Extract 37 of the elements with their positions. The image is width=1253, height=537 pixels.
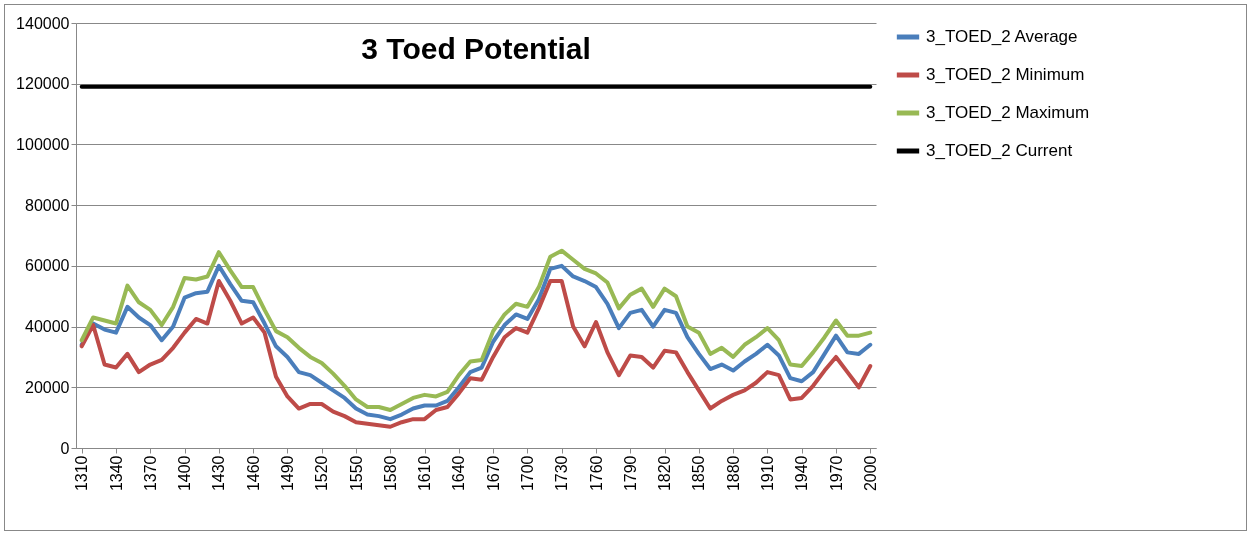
legend-label: 3_TOED_2 Average [926,27,1078,46]
x-tick-label: 2000 [861,455,879,492]
y-tick-label: 20000 [25,378,70,396]
x-tick-label: 1910 [758,455,776,492]
x-tick-label: 1580 [381,455,399,492]
x-tick-label: 1970 [827,455,845,492]
y-tick-label: 0 [60,439,70,457]
x-tick-label: 1850 [690,455,708,492]
x-tick-label: 1520 [313,455,331,492]
x-tick-label: 1400 [176,455,194,492]
x-tick-label: 1370 [141,455,159,492]
y-tick-label: 40000 [25,318,70,336]
y-tick-label: 80000 [25,196,70,214]
x-tick-label: 1820 [656,455,674,492]
chart-title: 3 Toed Potential [361,32,591,65]
x-tick-label: 1340 [107,455,125,492]
y-tick-label: 100000 [16,135,70,153]
x-tick-label: 1880 [724,455,742,492]
y-tick-label: 60000 [25,257,70,275]
x-tick-label: 1490 [278,455,296,492]
legend-label: 3_TOED_2 Minimum [926,65,1085,84]
x-tick-label: 1760 [587,455,605,492]
x-tick-label: 1700 [518,455,536,492]
x-tick-label: 1790 [621,455,639,492]
y-tick-label: 140000 [16,14,70,32]
y-tick-label: 120000 [16,75,70,93]
x-tick-label: 1610 [416,455,434,492]
legend-label: 3_TOED_2 Maximum [926,103,1090,122]
x-tick-label: 1430 [210,455,228,492]
x-tick-label: 1460 [244,455,262,492]
x-tick-label: 1730 [553,455,571,492]
x-tick-label: 1310 [73,455,91,492]
x-tick-label: 1940 [793,455,811,492]
x-tick-label: 1640 [450,455,468,492]
x-tick-label: 1550 [347,455,365,492]
x-tick-label: 1670 [484,455,502,492]
legend-label: 3_TOED_2 Current [926,141,1073,160]
